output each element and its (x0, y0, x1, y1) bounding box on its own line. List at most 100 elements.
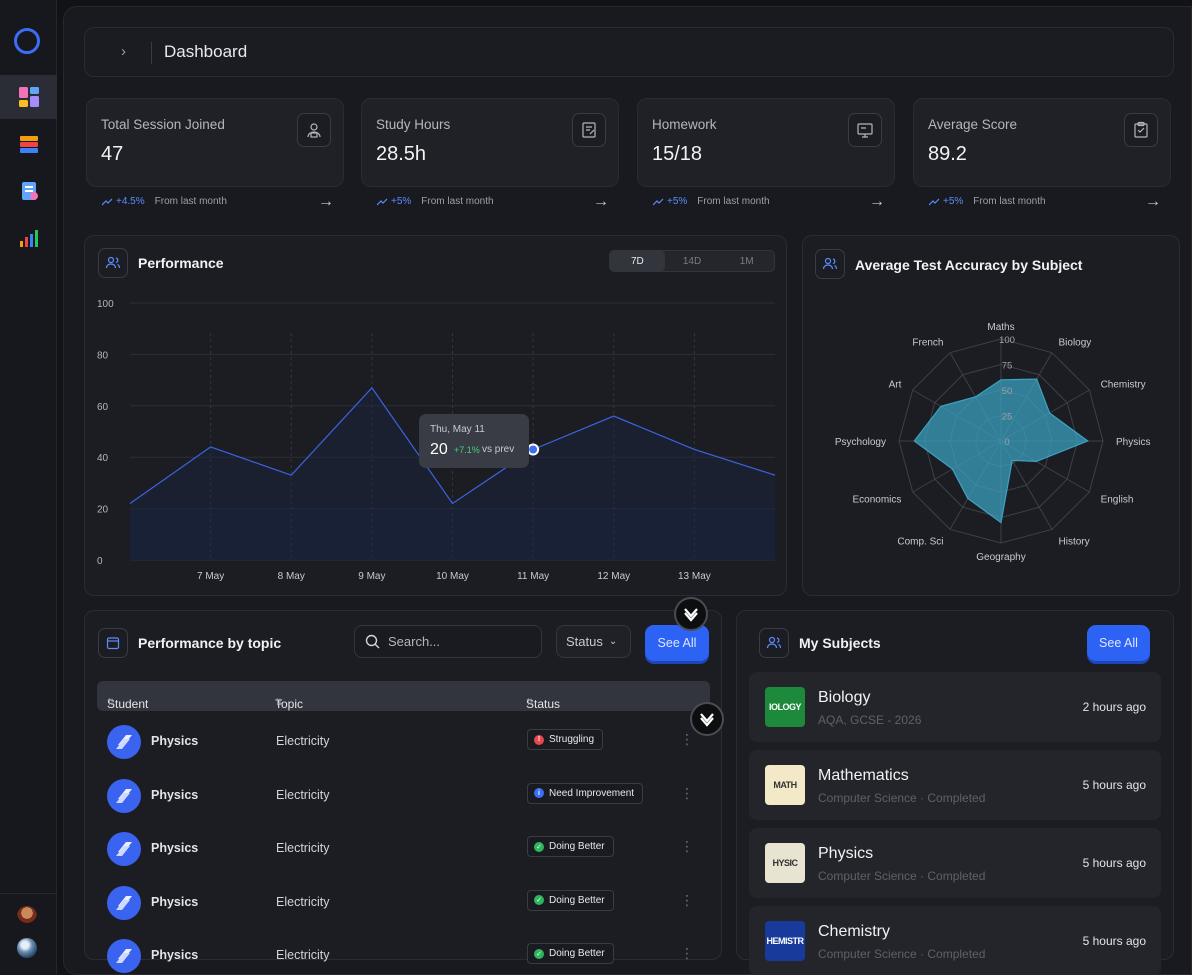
sidebar (0, 0, 57, 975)
trend-caption: From last month (421, 196, 494, 207)
row-topic: Electricity (276, 787, 330, 802)
table-row[interactable]: Physics Electricity ✓ Doing Better ⋮ (97, 929, 710, 974)
range-tab-1m[interactable]: 1M (739, 255, 754, 267)
clipboard-icon (1124, 113, 1158, 147)
page-title: Dashboard (164, 42, 248, 61)
x-tick-label: 7 May (197, 571, 224, 582)
trend-value: +5% (943, 196, 964, 207)
dashboard-icon (18, 87, 39, 107)
stat-value: 47 (101, 143, 124, 165)
card-title: Performance by topic (138, 635, 282, 651)
row-subject: Physics (151, 948, 199, 962)
search-icon (365, 634, 380, 649)
subject-meta: AQA, GCSE - 2026 (818, 713, 922, 727)
subject-list-item[interactable]: IOLOGY Biology AQA, GCSE - 2026 2 hours … (749, 672, 1161, 742)
y-tick-label: 80 (97, 350, 109, 361)
main-content: › Dashboard Total Session Joined 47 +4.5… (63, 6, 1192, 975)
status-label: Doing Better (549, 948, 605, 959)
stack-icon (116, 895, 132, 910)
status-label: Doing Better (549, 894, 605, 906)
table-row[interactable]: Physics Electricity i Need Improvement ⋮ (97, 769, 710, 822)
status-filter-label: Status (566, 634, 603, 649)
status-icon: i (534, 788, 544, 798)
stat-card-homework: Homework 15/18 (637, 98, 895, 187)
sidebar-item-dashboard[interactable] (0, 75, 57, 119)
radar-category-label: Geography (976, 552, 1025, 563)
more-options-icon[interactable]: ⋮ (680, 945, 694, 961)
performance-card: Performance 7D 14D 1M 0 20 40 60 80 100 7 May 8… (84, 235, 787, 596)
table-row[interactable]: Physics Electricity ! Struggling ⋮ (97, 715, 710, 768)
shield-chevron-icon (684, 608, 698, 622)
stack-icon (116, 788, 132, 803)
more-options-icon[interactable]: ⋮ (680, 784, 694, 801)
radar-category-label: Biology (1059, 337, 1092, 348)
chevron-right-icon[interactable]: › (121, 43, 126, 60)
subject-list-item[interactable]: HYSIC Physics Computer Science · Complet… (749, 828, 1161, 898)
topbar-divider (151, 42, 152, 64)
arrow-right-icon[interactable]: → (1145, 193, 1161, 210)
stat-label: Total Session Joined (101, 117, 225, 132)
status-filter-dropdown[interactable]: Status ⌄ (556, 625, 631, 658)
arrow-right-icon[interactable]: → (318, 193, 334, 210)
stat-card-study-hours: Study Hours 28.5h (361, 98, 619, 187)
subject-avatar (107, 778, 141, 813)
chart-tooltip: Thu, May 11 20 +7.1% vs prev (419, 414, 529, 468)
subject-avatar (107, 725, 141, 759)
arrow-right-icon[interactable]: → (593, 193, 609, 210)
bar-chart-icon (19, 230, 38, 247)
subject-name: Biology (818, 689, 871, 706)
whiteboard-icon (848, 113, 882, 147)
logo[interactable] (14, 28, 40, 54)
see-all-subjects-button[interactable]: See All (1087, 625, 1150, 661)
performance-line-chart: 0 20 40 60 80 100 7 May 8 May 9 May 10 May 11 May 1… (97, 299, 776, 582)
stat-card-sessions: Total Session Joined 47 (86, 98, 344, 187)
subject-time: 5 hours ago (1082, 856, 1146, 870)
sort-icon: ⇅ (107, 697, 115, 707)
profile-globe-avatar[interactable] (17, 938, 37, 958)
y-tick-label: 40 (97, 453, 109, 464)
see-all-button[interactable]: See All (645, 625, 709, 661)
more-options-icon[interactable]: ⋮ (680, 891, 694, 908)
sidebar-item-analytics[interactable] (0, 216, 57, 260)
sidebar-item-assignments[interactable] (0, 169, 57, 213)
status-badge: ✓ Doing Better (527, 889, 614, 911)
more-options-icon[interactable]: ⋮ (680, 731, 694, 747)
radar-category-label: Maths (987, 322, 1014, 333)
radar-tick-label: 100 (999, 335, 1015, 346)
status-label: Struggling (549, 734, 595, 745)
subject-time: 5 hours ago (1082, 778, 1146, 792)
top-bar: › Dashboard (84, 27, 1174, 77)
card-title: Performance (138, 255, 224, 271)
table-row[interactable]: Physics Electricity ✓ Doing Better ⋮ (97, 876, 710, 929)
table-row[interactable]: Physics Electricity ✓ Doing Better ⋮ (97, 822, 710, 875)
row-subject: Physics (151, 894, 199, 909)
arrow-right-icon[interactable]: → (869, 193, 885, 210)
radar-tick-label: 50 (1002, 386, 1013, 397)
my-subjects-card: My Subjects See All IOLOGY Biology AQA, … (736, 610, 1174, 974)
stack-icon (116, 842, 132, 856)
sidebar-item-courses[interactable] (0, 122, 57, 166)
range-tab-7d[interactable]: 7D (610, 251, 665, 271)
stat-footer: +5% From last month → (361, 185, 619, 218)
row-topic: Electricity (276, 734, 330, 748)
trend-up-indicator: +5% (653, 196, 687, 207)
table-header: Student ⇅ Topic ⇅ Status ⇅ (97, 681, 710, 711)
sort-icon: ⇅ (526, 697, 534, 707)
subject-avatar (107, 832, 141, 866)
search-input[interactable]: Search... (354, 625, 542, 658)
subject-name: Mathematics (818, 767, 909, 784)
range-selector: 7D 14D 1M (609, 250, 775, 272)
status-icon: ✓ (534, 948, 544, 959)
subject-list-item[interactable]: MATH Mathematics Computer Science · Comp… (749, 750, 1161, 820)
user-avatar[interactable] (17, 906, 37, 926)
floating-shield-button[interactable] (674, 597, 708, 631)
more-options-icon[interactable]: ⋮ (680, 838, 694, 854)
card-title: My Subjects (799, 635, 881, 651)
floating-shield-button[interactable] (690, 702, 724, 736)
status-icon: ✓ (534, 841, 544, 852)
range-tab-14d[interactable]: 14D (682, 255, 702, 267)
trend-caption: From last month (697, 196, 770, 207)
presenter-icon (297, 113, 331, 147)
stat-value: 28.5h (376, 143, 427, 165)
subject-list-item[interactable]: HEMISTR Chemistry Computer Science · Com… (749, 906, 1161, 974)
